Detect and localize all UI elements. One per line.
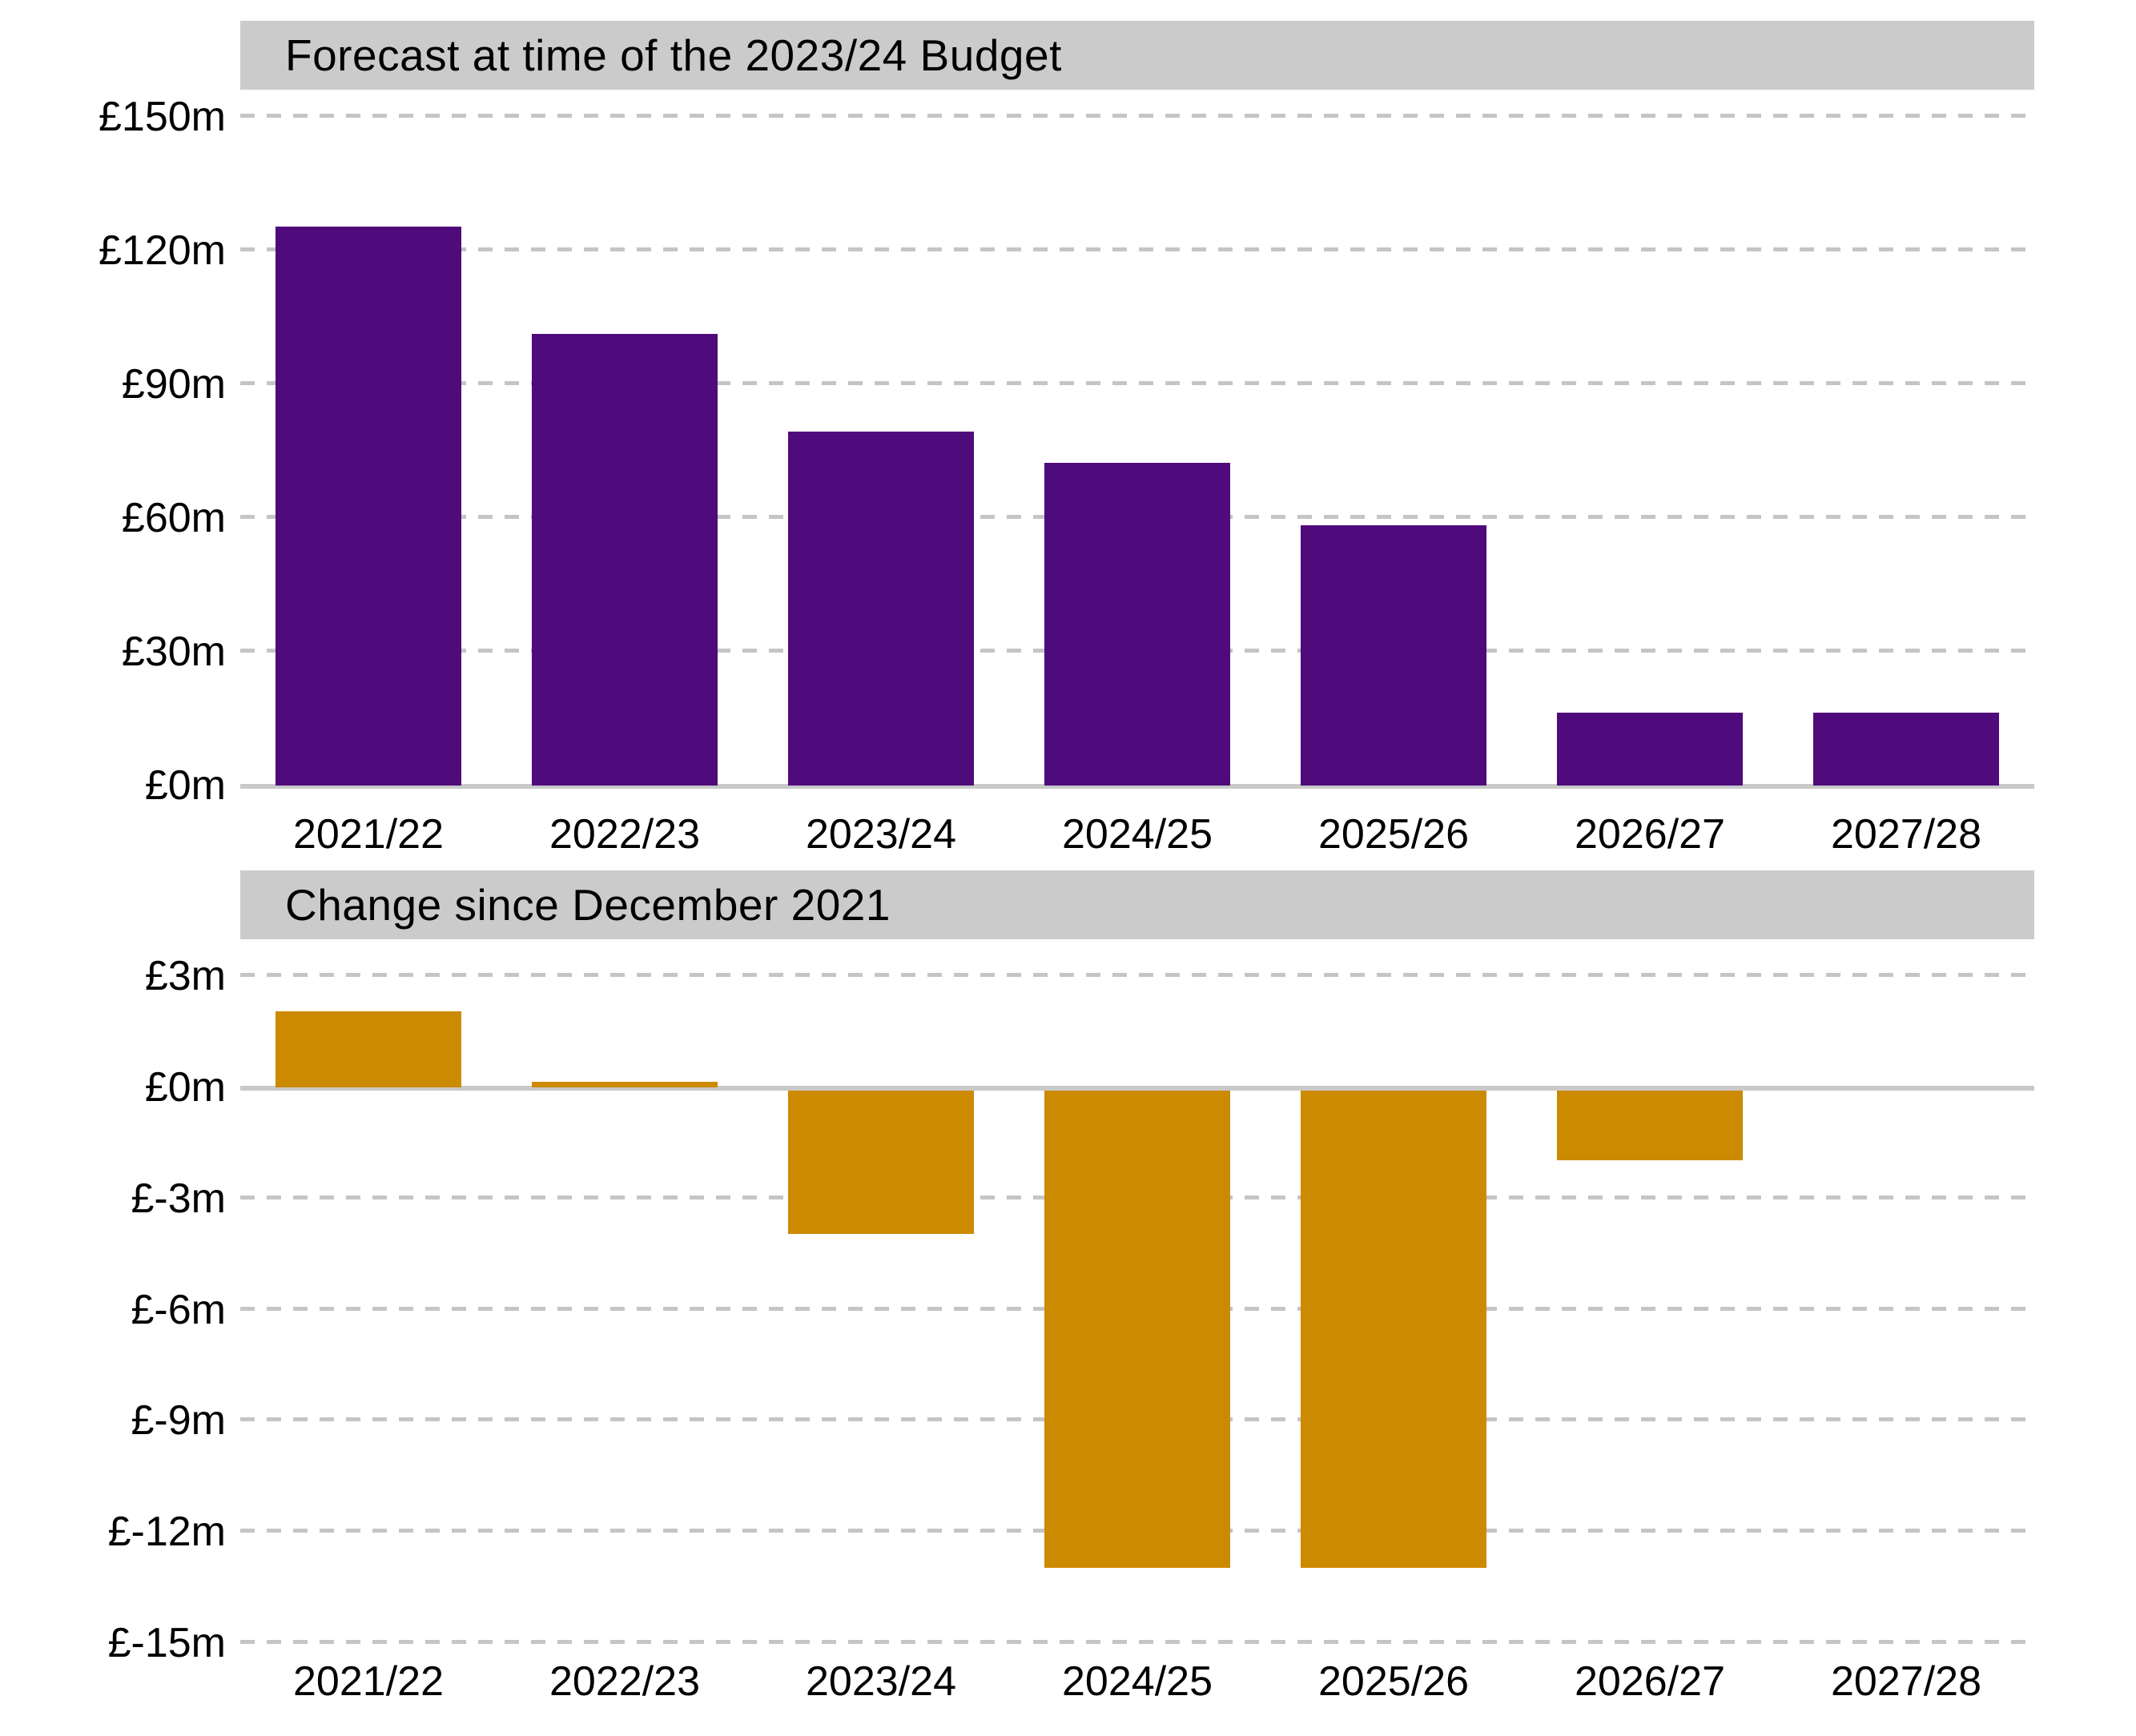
chart-forecast-title: Forecast at time of the 2023/24 Budget <box>285 30 1062 80</box>
y-tick-label-£-15m: £-15m <box>107 1620 226 1666</box>
gridline-£3m <box>240 973 2034 977</box>
bar-2021/22 <box>276 1011 461 1087</box>
y-tick-label-£0m: £0m <box>144 1064 226 1111</box>
gridline-£90m <box>240 381 2034 385</box>
x-axis-label-2025/26: 2025/26 <box>1318 811 1469 858</box>
axis-line-£0m <box>240 784 2034 789</box>
x-axis-label-2024/25: 2024/25 <box>1062 1658 1213 1705</box>
chart-change-title-band: Change since December 2021 <box>240 870 2034 939</box>
bar-2025/26 <box>1301 1091 1486 1568</box>
x-axis-label-2021/22: 2021/22 <box>293 1658 444 1705</box>
gridline-£150m <box>240 114 2034 118</box>
x-axis-label-2025/26: 2025/26 <box>1318 1658 1469 1705</box>
gridline-£120m <box>240 247 2034 251</box>
y-tick-label-£0m: £0m <box>144 762 226 809</box>
y-tick-label-£60m: £60m <box>121 495 226 541</box>
bar-2021/22 <box>276 227 461 786</box>
bar-2023/24 <box>788 1091 974 1234</box>
gridline-£-15m <box>240 1640 2034 1644</box>
x-axis-label-2026/27: 2026/27 <box>1575 1658 1725 1705</box>
y-tick-label-£-3m: £-3m <box>131 1175 226 1222</box>
y-tick-label-£90m: £90m <box>121 361 226 408</box>
x-axis-label-2021/22: 2021/22 <box>293 811 444 858</box>
x-axis-label-2022/23: 2022/23 <box>549 1658 700 1705</box>
chart-forecast-title-band: Forecast at time of the 2023/24 Budget <box>240 21 2034 90</box>
y-tick-label-£-12m: £-12m <box>107 1509 226 1555</box>
chart-change-title: Change since December 2021 <box>285 880 891 930</box>
bar-2022/23 <box>532 334 718 786</box>
bar-2022/23 <box>532 1082 718 1087</box>
bar-2025/26 <box>1301 525 1486 786</box>
y-tick-label-£-6m: £-6m <box>131 1287 226 1333</box>
y-tick-label-£-9m: £-9m <box>131 1397 226 1444</box>
bar-2027/28 <box>1813 713 1999 786</box>
x-axis-label-2023/24: 2023/24 <box>806 1658 956 1705</box>
axis-line-£0m <box>240 1086 2034 1091</box>
bar-2024/25 <box>1044 1091 1230 1568</box>
bar-2023/24 <box>788 432 974 786</box>
x-axis-label-2027/28: 2027/28 <box>1831 1658 1981 1705</box>
x-axis-label-2027/28: 2027/28 <box>1831 811 1981 858</box>
x-axis-label-2026/27: 2026/27 <box>1575 811 1725 858</box>
x-axis-label-2022/23: 2022/23 <box>549 811 700 858</box>
x-axis-label-2024/25: 2024/25 <box>1062 811 1213 858</box>
y-tick-label-£120m: £120m <box>99 227 226 274</box>
y-tick-label-£30m: £30m <box>121 629 226 675</box>
x-axis-label-2023/24: 2023/24 <box>806 811 956 858</box>
y-tick-label-£150m: £150m <box>99 94 226 140</box>
y-tick-label-£3m: £3m <box>144 953 226 999</box>
bar-2026/27 <box>1557 713 1743 786</box>
bar-2026/27 <box>1557 1091 1743 1160</box>
bar-2024/25 <box>1044 463 1230 786</box>
